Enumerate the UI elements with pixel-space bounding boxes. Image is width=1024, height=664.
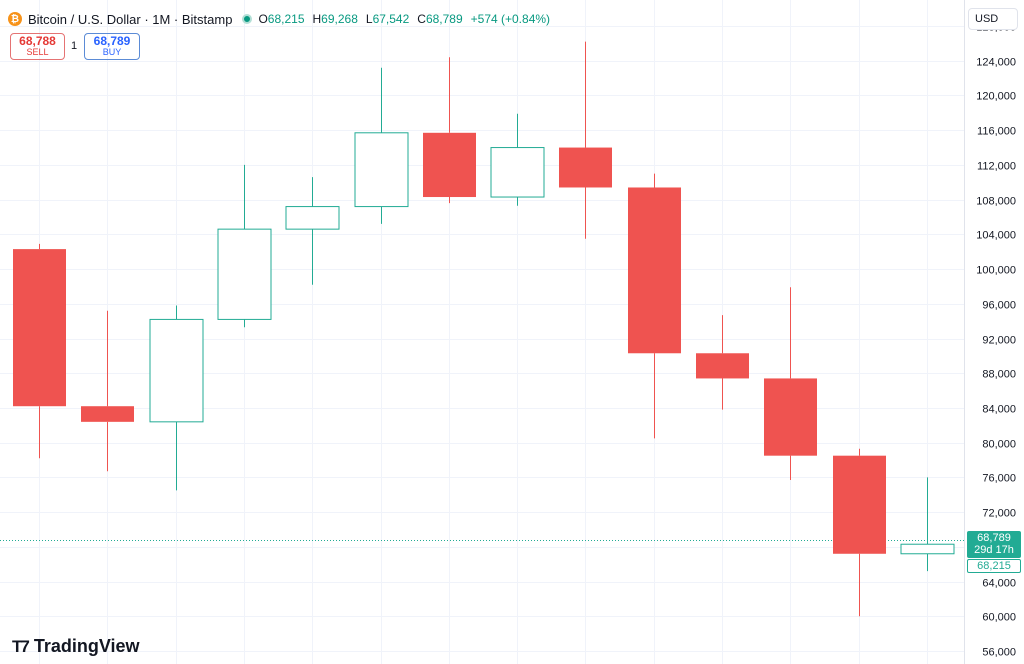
sell-price: 68,788 — [19, 33, 56, 48]
y-tick-label: 96,000 — [982, 300, 1016, 312]
candle-body-down — [81, 406, 134, 422]
sell-button[interactable]: 68,788 SELL — [10, 33, 65, 60]
y-tick-label: 64,000 — [982, 578, 1016, 590]
market-status-icon[interactable] — [242, 14, 253, 24]
candle-body-down — [833, 455, 886, 554]
last-price-tag: 68,789 29d 17h — [967, 531, 1021, 558]
y-tick-label: 56,000 — [982, 647, 1016, 659]
y-tick-label: 76,000 — [982, 473, 1016, 485]
y-tick-label: 120,000 — [976, 91, 1016, 103]
sell-label: SELL — [26, 46, 49, 57]
y-tick-label: 80,000 — [982, 439, 1016, 451]
buy-label: BUY — [102, 46, 122, 57]
y-tick-label: 104,000 — [976, 230, 1016, 242]
y-tick-label: 124,000 — [976, 57, 1016, 69]
candle-body-up — [490, 147, 545, 198]
price-change: +574 (+0.84%) — [470, 12, 551, 26]
candle-body-up — [217, 228, 272, 320]
y-tick-label: 116,000 — [977, 126, 1016, 138]
high-value: 69,268 — [321, 12, 358, 26]
candle-body-down — [696, 353, 749, 379]
y-tick-label: 72,000 — [982, 508, 1016, 520]
tradingview-logo-icon: T7 — [12, 636, 30, 656]
y-tick-label: 100,000 — [976, 265, 1016, 277]
buy-button[interactable]: 68,789 BUY — [84, 33, 140, 60]
high-key: H — [312, 12, 322, 26]
candle-body-down — [764, 378, 817, 456]
candle-body-up — [354, 132, 409, 208]
candle-body-down — [628, 187, 681, 354]
chart-header: ₿ Bitcoin / U.S. Dollar · 1M · Bitstamp … — [8, 9, 550, 29]
ohlc-values: O68,215 H69,268 L67,542 C68,789 +574 (+0… — [258, 12, 550, 26]
open-value: 68,215 — [267, 12, 305, 26]
candle-body-down — [13, 249, 66, 407]
buy-price: 68,789 — [93, 33, 131, 48]
candle-body-up — [900, 543, 955, 555]
close-key: C — [417, 12, 426, 26]
y-tick-label: 88,000 — [982, 369, 1016, 381]
y-tick-label: 92,000 — [982, 335, 1016, 347]
bar-countdown: 29d 17h — [974, 544, 1014, 556]
currency-selector[interactable]: USD — [968, 8, 1018, 30]
low-value: 67,542 — [372, 12, 410, 26]
y-tick-label: 112,000 — [977, 161, 1016, 173]
y-tick-label: 108,000 — [976, 196, 1016, 208]
candle-body-down — [559, 147, 612, 188]
symbol-title[interactable]: Bitcoin / U.S. Dollar · 1M · Bitstamp — [28, 11, 233, 27]
candle-body-up — [149, 318, 204, 423]
open-key: O — [258, 12, 268, 26]
quantity-value[interactable]: 1 — [71, 40, 78, 52]
candle-body-up — [285, 206, 340, 230]
y-tick-label: 84,000 — [982, 404, 1016, 416]
y-tick-label: 60,000 — [982, 612, 1016, 624]
brand-name: TradingView — [33, 636, 140, 656]
last-price-value: 68,789 — [977, 532, 1011, 544]
tradingview-logo[interactable]: T7 TradingView — [12, 636, 140, 657]
close-value: 68,789 — [425, 12, 463, 26]
candle-body-down — [423, 132, 476, 198]
low-key: L — [365, 12, 373, 26]
bitcoin-icon: ₿ — [8, 12, 22, 26]
open-price-tag: 68,215 — [967, 559, 1021, 573]
